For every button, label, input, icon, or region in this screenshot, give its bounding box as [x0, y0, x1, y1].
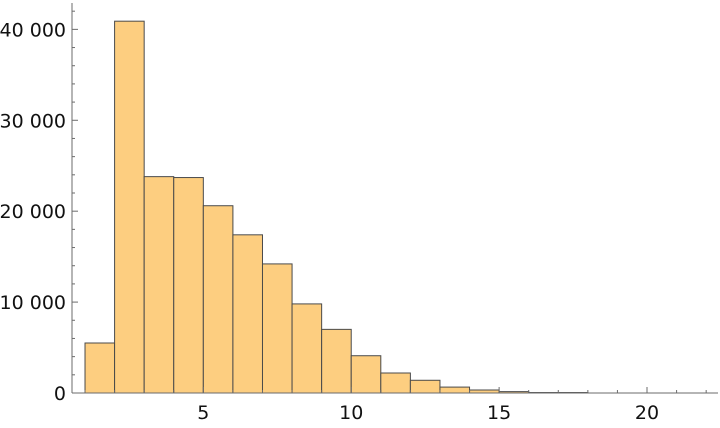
x-tick-label: 5: [197, 402, 209, 424]
histogram-bar: [262, 264, 292, 393]
histogram-bar: [292, 304, 322, 393]
histogram-bar: [203, 206, 233, 393]
y-tick-label: 30 000: [0, 110, 66, 132]
histogram-bar: [322, 329, 352, 393]
histogram-bar: [440, 387, 470, 393]
y-tick-label: 40 000: [0, 19, 66, 41]
histogram-bar: [144, 177, 174, 393]
x-tick-label: 15: [487, 402, 511, 424]
y-tick-label: 0: [54, 383, 66, 405]
bars-group: [85, 21, 588, 393]
histogram-bar: [351, 356, 381, 393]
histogram-bar: [85, 343, 115, 393]
x-tick-label: 20: [635, 402, 659, 424]
y-tick-label: 20 000: [0, 201, 66, 223]
histogram-bar: [174, 178, 204, 393]
histogram-bar: [381, 373, 411, 393]
y-tick-label: 10 000: [0, 292, 66, 314]
histogram-bar: [115, 21, 145, 393]
histogram-bar: [233, 235, 263, 393]
histogram-bar: [410, 380, 440, 393]
x-tick-label: 10: [339, 402, 363, 424]
